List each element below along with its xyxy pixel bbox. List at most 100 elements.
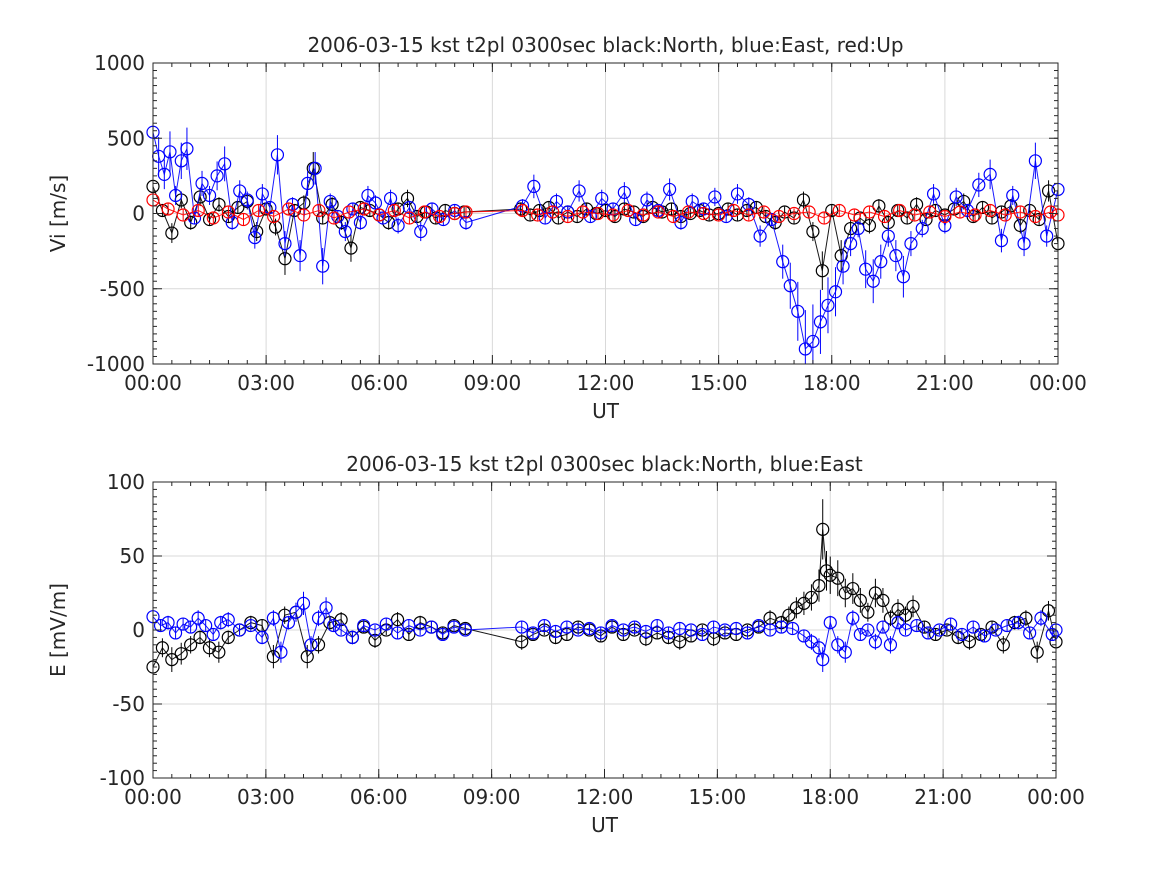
bottom-series-0-point — [184, 638, 198, 652]
top-chart-tick-labels: 00:00 03:00 06:00 09:00 12:00 15:00 18:00 21:00… — [87, 51, 1087, 395]
bottom-series-0-point — [816, 522, 830, 536]
top-series-2-point — [998, 208, 1012, 222]
bottom-series-0-point — [804, 590, 819, 605]
top-series-2-point — [908, 208, 922, 222]
bottom-series-0-point — [174, 647, 188, 661]
top-chart-y-axis-label: Vi [m/s] — [46, 175, 70, 252]
top-series-2-point — [327, 211, 341, 225]
bottom-series-0-point — [898, 608, 913, 622]
bottom-series-1-point — [846, 611, 860, 625]
top-series-1-point — [527, 179, 541, 194]
top-series-2-point — [1028, 209, 1042, 224]
bottom-series-0-point — [928, 627, 943, 642]
bottom-series-1-point — [221, 613, 235, 627]
top-series-1-point — [301, 176, 315, 190]
top-series-2 — [146, 191, 1065, 227]
bottom-series-1-point — [823, 615, 837, 630]
top-series-0-point — [325, 197, 339, 212]
top-series-1-point — [436, 212, 450, 227]
top-series-1-point — [730, 187, 745, 201]
top-series-1-point — [195, 176, 209, 190]
top-series-1-point — [383, 191, 398, 206]
bottom-series-1-point — [661, 626, 676, 640]
top-series-1-point — [859, 262, 873, 276]
top-series-1-point — [836, 259, 850, 273]
top-series-1-point — [821, 298, 835, 312]
top-chart-velocity: 00:00 03:00 06:00 09:00 12:00 15:00 18:00 21:00… — [46, 33, 1087, 423]
top-series-2-point — [576, 205, 590, 219]
top-x-tick-label: 18:00 — [803, 371, 861, 395]
top-series-1-point — [414, 224, 428, 239]
bottom-x-tick-label: 09:00 — [463, 785, 521, 809]
top-series-0-point — [900, 211, 914, 225]
top-series-1-point — [346, 202, 360, 216]
top-y-tick-label: 500 — [107, 126, 145, 150]
top-series-1-point — [783, 279, 797, 293]
bottom-series-1-point — [311, 611, 326, 625]
bottom-chart-plot-area — [146, 499, 1063, 682]
top-series-1 — [146, 106, 1065, 364]
top-y-tick-label: 1000 — [94, 51, 145, 75]
top-series-1-point — [851, 221, 865, 236]
top-series-0-point — [598, 203, 613, 218]
top-series-2-point — [561, 209, 575, 224]
top-series-1-point — [233, 184, 247, 198]
top-series-0-point — [184, 215, 198, 230]
bottom-series-1-point — [838, 645, 852, 659]
bottom-series-0-point — [1041, 604, 1056, 618]
bottom-series-1-point — [548, 624, 563, 639]
bottom-series-0-point — [962, 635, 977, 649]
top-series-1-point — [278, 237, 292, 251]
top-series-0-point — [825, 203, 839, 218]
top-series-2-point — [923, 205, 937, 219]
bottom-series-1-point — [244, 618, 258, 633]
top-series-2-point — [862, 205, 877, 219]
top-series-1-point — [572, 184, 586, 198]
top-series-2-point — [938, 209, 952, 224]
top-series-1-point — [210, 169, 224, 183]
top-series-1-point — [926, 187, 941, 201]
bottom-series-1-point — [184, 620, 198, 634]
top-series-2-point — [772, 209, 786, 224]
bottom-series-0-point — [300, 650, 314, 664]
top-series-2-point — [417, 205, 432, 219]
bottom-series-0-point — [812, 578, 826, 593]
top-series-1-point — [1017, 237, 1031, 251]
bottom-series-1-point — [729, 621, 743, 636]
bottom-y-tick-label: -100 — [100, 766, 145, 790]
top-series-0-point — [872, 199, 886, 213]
bottom-series-1-point — [977, 629, 992, 643]
bottom-series-0-point — [838, 586, 852, 600]
bottom-series-1-point — [232, 623, 247, 637]
bottom-series-0-point — [789, 601, 803, 615]
bottom-x-tick-label: 03:00 — [237, 785, 295, 809]
top-series-1-point — [1040, 229, 1054, 243]
bottom-series-1-point — [296, 596, 311, 610]
bottom-series-0-point — [906, 599, 920, 613]
bottom-series-0-point — [996, 638, 1010, 652]
top-series-2-point — [712, 208, 726, 222]
top-x-tick-label: 03:00 — [237, 371, 295, 395]
bottom-series-0-point — [673, 635, 687, 649]
top-y-tick-label: -500 — [100, 277, 145, 301]
top-series-0-point — [400, 191, 415, 206]
bottom-chart-y-axis-label: E [mV/m] — [46, 583, 70, 677]
top-series-1-point — [753, 229, 767, 243]
bottom-series-1-point — [526, 626, 540, 640]
bottom-series-0-point — [861, 605, 875, 619]
bottom-series-1-point — [1023, 626, 1037, 640]
top-series-1-point — [248, 230, 262, 245]
top-series-2-point — [267, 209, 281, 224]
top-chart-plot-area — [146, 106, 1065, 364]
top-series-2-point — [983, 203, 997, 218]
bottom-series-0-point — [515, 635, 529, 649]
bottom-series-1-point — [199, 618, 213, 633]
top-series-1-point — [425, 202, 439, 216]
bottom-series-1-point — [605, 618, 619, 633]
bottom-series-1-point — [266, 611, 280, 625]
bottom-series-0 — [146, 499, 1063, 682]
bottom-series-1-point — [891, 615, 905, 630]
top-series-2-point — [727, 203, 741, 218]
top-series-2-point — [696, 206, 711, 221]
top-series-1-point — [323, 194, 337, 209]
